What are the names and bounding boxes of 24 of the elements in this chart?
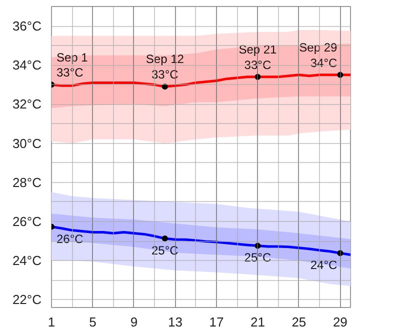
y-tick-label: 30°C <box>12 136 42 151</box>
x-tick-label: 29 <box>332 314 348 329</box>
x-tick-label: 9 <box>130 314 138 329</box>
y-tick-label: 32°C <box>12 96 42 112</box>
x-tick-label: 5 <box>89 314 96 329</box>
x-tick-label: 1 <box>48 314 56 329</box>
annotation: 25°C <box>152 244 179 258</box>
annotation: Sep 21 33°C <box>238 42 278 72</box>
annotation: 26°C <box>56 232 84 246</box>
annotation: Sep 1 33°C <box>56 50 88 80</box>
y-tick-label: 26°C <box>12 214 42 229</box>
y-tick-label: 34°C <box>12 58 42 73</box>
y-tick-label: 36°C <box>12 18 42 34</box>
x-tick-label: 13 <box>168 314 182 329</box>
x-tick-label: 17 <box>209 314 224 329</box>
annotation: 24°C <box>310 258 338 272</box>
y-tick-label: 28°C <box>12 174 42 190</box>
annotation: 25°C <box>244 250 272 265</box>
x-tick-label: 21 <box>250 314 265 329</box>
y-tick-label: 22°C <box>12 292 42 308</box>
annotation: Sep 29 34°C <box>299 40 338 70</box>
annotation: Sep 12 33°C <box>146 52 184 82</box>
y-tick-label: 24°C <box>12 253 42 268</box>
x-tick-label: 25 <box>292 314 306 329</box>
